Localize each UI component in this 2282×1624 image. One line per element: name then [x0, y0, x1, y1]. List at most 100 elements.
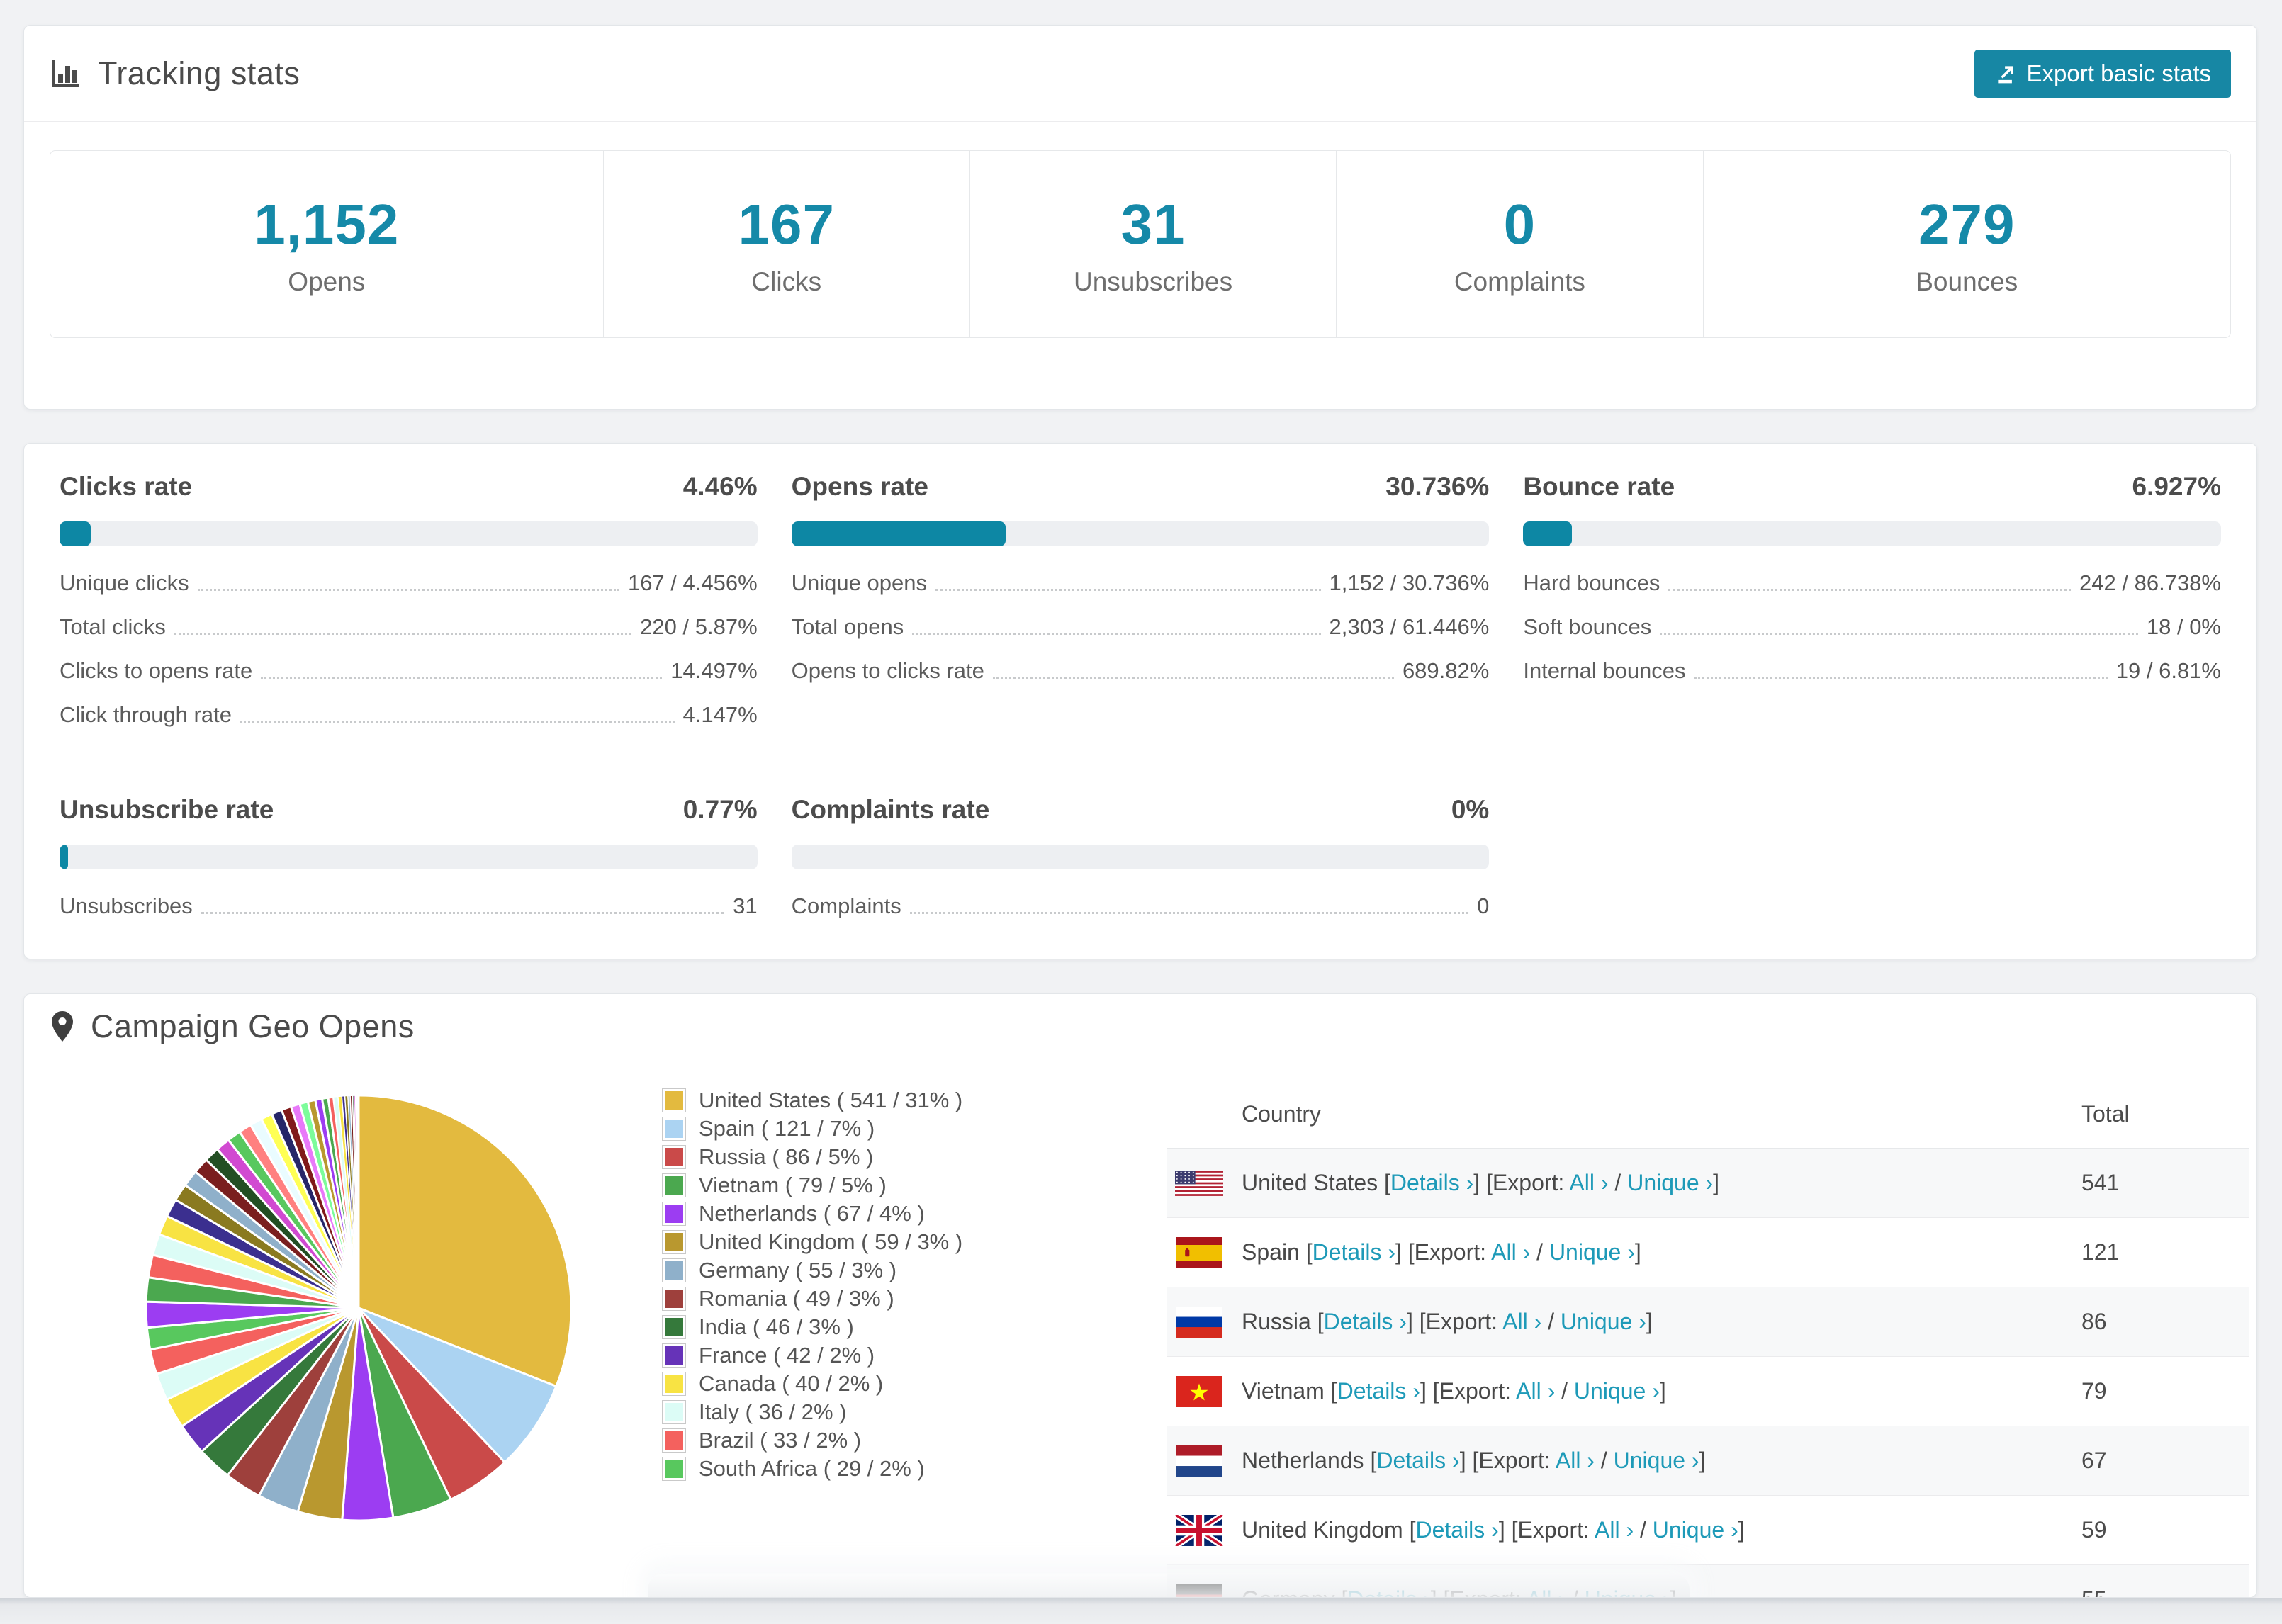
export-basic-stats-button[interactable]: Export basic stats — [1974, 49, 2231, 98]
legend-swatch — [662, 1400, 686, 1424]
rates-grid: Clicks rate 4.46% Unique clicks 167 / 4.… — [24, 444, 2256, 919]
dotted-leader — [240, 721, 675, 723]
geo-table-row-gb: United Kingdom [Details ›] [Export: All … — [1167, 1496, 2249, 1565]
summary-cell-unsubscribes: 31 Unsubscribes — [969, 151, 1336, 337]
details-link[interactable]: Details › — [1337, 1378, 1420, 1404]
flag-icon-gb — [1175, 1514, 1223, 1546]
export-unique-link[interactable]: Unique › — [1613, 1448, 1699, 1473]
summary-label: Unsubscribes — [1073, 266, 1233, 296]
flag-icon-nl — [1175, 1445, 1223, 1477]
legend-label: United Kingdom ( 59 / 3% ) — [699, 1229, 963, 1254]
legend-swatch — [662, 1173, 686, 1197]
country-name: Vietnam — [1242, 1378, 1325, 1404]
geo-row-text: Russia [Details ›] [Export: All › / Uniq… — [1242, 1309, 1653, 1334]
summary-stats-row: 1,152 Opens 167 Clicks 31 Unsubscribes 0 Co… — [50, 150, 2231, 338]
pie-chart-legend: United States ( 541 / 31% ) Spain ( 121 … — [662, 1086, 962, 1483]
rate-progress-track — [60, 845, 758, 869]
details-link[interactable]: Details › — [1312, 1239, 1395, 1265]
detail-value: 689.82% — [1402, 658, 1490, 683]
details-link[interactable]: Details › — [1415, 1517, 1499, 1543]
details-link[interactable]: Details › — [1390, 1170, 1474, 1195]
geo-table-row-ru: Russia [Details ›] [Export: All › / Uniq… — [1167, 1287, 2249, 1357]
legend-label: South Africa ( 29 / 2% ) — [699, 1456, 925, 1481]
export-icon — [1994, 62, 2017, 85]
detail-label: Soft bounces — [1523, 614, 1652, 639]
export-unique-link[interactable]: Unique › — [1560, 1309, 1646, 1334]
geo-opens-table: Country Total United States [Details ›] … — [1167, 1081, 2249, 1597]
dotted-leader — [1694, 677, 2108, 679]
geo-opens-pie-chart[interactable] — [125, 1074, 592, 1542]
export-all-link[interactable]: All › — [1516, 1378, 1556, 1404]
rate-title: Clicks rate — [60, 472, 193, 501]
pie-slice-0[interactable] — [357, 1094, 573, 1387]
geo-table-row-nl: Netherlands [Details ›] [Export: All › /… — [1167, 1426, 2249, 1496]
geo-row-text: United States [Details ›] [Export: All ›… — [1242, 1170, 1720, 1195]
geo-row-total: 121 — [2081, 1239, 2120, 1265]
legend-label: Russia ( 86 / 5% ) — [699, 1144, 874, 1169]
export-all-link[interactable]: All › — [1569, 1170, 1609, 1195]
detail-value: 19 / 6.81% — [2115, 658, 2221, 683]
export-all-link[interactable]: All › — [1491, 1239, 1531, 1265]
detail-label: Complaints — [791, 893, 901, 918]
legend-label: Vietnam ( 79 / 5% ) — [699, 1173, 887, 1197]
legend-swatch — [662, 1117, 686, 1141]
legend-item-germany: Germany ( 55 / 3% ) — [662, 1256, 962, 1285]
export-unique-link[interactable]: Unique › — [1652, 1517, 1738, 1543]
geo-body: United States ( 541 / 31% ) Spain ( 121 … — [24, 1059, 2256, 1597]
flag-icon-es — [1175, 1236, 1223, 1268]
rate-progress-fill — [1523, 521, 1572, 546]
flag-icon-vn — [1175, 1375, 1223, 1407]
details-link[interactable]: Details › — [1323, 1309, 1407, 1334]
geo-row-total: 541 — [2081, 1170, 2120, 1195]
detail-value: 31 — [733, 893, 758, 918]
detail-label: Internal bounces — [1523, 658, 1686, 683]
legend-swatch — [662, 1428, 686, 1453]
dotted-leader — [201, 912, 725, 914]
export-unique-link[interactable]: Unique › — [1573, 1378, 1660, 1404]
rate-progress-track — [60, 521, 758, 546]
detail-label: Unique opens — [791, 570, 927, 595]
page-bottom-strip — [0, 1598, 2282, 1624]
export-all-link[interactable]: All › — [1595, 1517, 1634, 1543]
export-all-link[interactable]: All › — [1555, 1448, 1595, 1473]
geo-table-row-es: Spain [Details ›] [Export: All › / Uniqu… — [1167, 1218, 2249, 1287]
export-unique-link[interactable]: Unique › — [1548, 1239, 1635, 1265]
pie-slice-48[interactable] — [357, 1095, 359, 1309]
legend-label: India ( 46 / 3% ) — [699, 1314, 854, 1339]
legend-swatch — [662, 1145, 686, 1169]
details-link[interactable]: Details › — [1376, 1448, 1460, 1473]
detail-label: Click through rate — [60, 702, 232, 727]
geo-row-text: United Kingdom [Details ›] [Export: All … — [1242, 1517, 1745, 1543]
detail-value: 14.497% — [670, 658, 758, 683]
export-all-link[interactable]: All › — [1502, 1309, 1542, 1334]
dotted-leader — [174, 633, 632, 635]
geo-title: Campaign Geo Opens — [91, 1008, 415, 1044]
rate-title: Bounce rate — [1523, 472, 1675, 501]
legend-swatch — [662, 1258, 686, 1282]
rate-block-unsubscribe-rate: Unsubscribe rate 0.77% Unsubscribes 31 — [60, 795, 758, 919]
legend-item-united-states: United States ( 541 / 31% ) — [662, 1086, 962, 1115]
detail-value: 4.147% — [682, 702, 758, 727]
rate-progress-track — [791, 521, 1490, 546]
geo-row-text: Spain [Details ›] [Export: All › / Uniqu… — [1242, 1239, 1641, 1265]
dotted-leader — [909, 912, 1469, 914]
rate-detail-row: Unique opens 1,152 / 30.736% — [792, 570, 1490, 596]
dotted-leader — [1668, 589, 2072, 591]
country-name: Netherlands — [1242, 1448, 1364, 1473]
dotted-leader — [992, 677, 1394, 679]
geo-table-header-row: Country Total — [1167, 1081, 2249, 1149]
country-name: United Kingdom — [1242, 1517, 1403, 1543]
export-unique-link[interactable]: Unique › — [1627, 1170, 1714, 1195]
summary-value: 31 — [1120, 192, 1186, 256]
rate-title: Opens rate — [791, 472, 928, 501]
summary-label: Opens — [288, 266, 366, 296]
geo-row-total: 59 — [2081, 1517, 2107, 1543]
rates-card: Clicks rate 4.46% Unique clicks 167 / 4.… — [23, 443, 2257, 959]
pie-slice-1[interactable] — [357, 1307, 558, 1464]
bottom-fade-overlay — [648, 1574, 1690, 1597]
detail-label: Unique clicks — [60, 570, 189, 595]
legend-swatch — [662, 1343, 686, 1368]
detail-value: 220 / 5.87% — [640, 614, 758, 639]
map-marker-icon — [50, 1010, 75, 1044]
legend-item-south-africa: South Africa ( 29 / 2% ) — [662, 1455, 962, 1483]
